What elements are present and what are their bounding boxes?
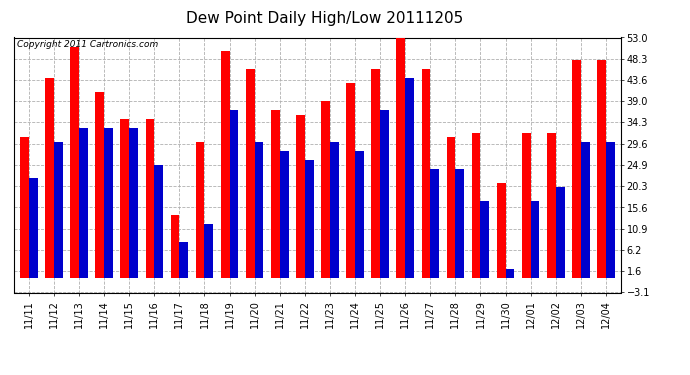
Bar (29, 178, 38, 278)
Bar (255, 142, 264, 278)
Bar (45, 78, 54, 278)
Bar (321, 101, 330, 278)
Bar (121, 119, 129, 278)
Bar (305, 160, 314, 278)
Bar (204, 224, 213, 278)
Bar (597, 60, 606, 278)
Bar (380, 110, 389, 278)
Bar (371, 69, 380, 278)
Bar (606, 142, 615, 278)
Bar (497, 183, 506, 278)
Bar (146, 119, 155, 278)
Text: Dew Point Daily High/Low 20111205: Dew Point Daily High/Low 20111205 (186, 11, 463, 26)
Bar (271, 110, 279, 278)
Bar (405, 78, 414, 278)
Bar (20, 138, 29, 278)
Bar (95, 92, 104, 278)
Bar (330, 142, 339, 278)
Bar (547, 133, 555, 278)
Bar (221, 51, 230, 278)
Bar (422, 69, 431, 278)
Bar (506, 269, 514, 278)
Bar (279, 151, 288, 278)
Bar (246, 69, 255, 278)
Bar (346, 83, 355, 278)
Bar (79, 128, 88, 278)
Bar (572, 60, 581, 278)
Bar (196, 142, 204, 278)
Bar (431, 170, 439, 278)
Bar (446, 138, 455, 278)
Bar (531, 201, 540, 278)
Bar (397, 33, 405, 278)
Bar (230, 110, 238, 278)
Bar (555, 188, 564, 278)
Bar (581, 142, 590, 278)
Bar (155, 165, 163, 278)
Bar (355, 151, 364, 278)
Text: Copyright 2011 Cartronics.com: Copyright 2011 Cartronics.com (17, 40, 158, 49)
Bar (480, 201, 489, 278)
Bar (104, 128, 113, 278)
Bar (54, 142, 63, 278)
Bar (129, 128, 138, 278)
Bar (70, 46, 79, 278)
Bar (455, 170, 464, 278)
Bar (472, 133, 480, 278)
Bar (170, 215, 179, 278)
Bar (522, 133, 531, 278)
Bar (296, 115, 305, 278)
Bar (179, 242, 188, 278)
